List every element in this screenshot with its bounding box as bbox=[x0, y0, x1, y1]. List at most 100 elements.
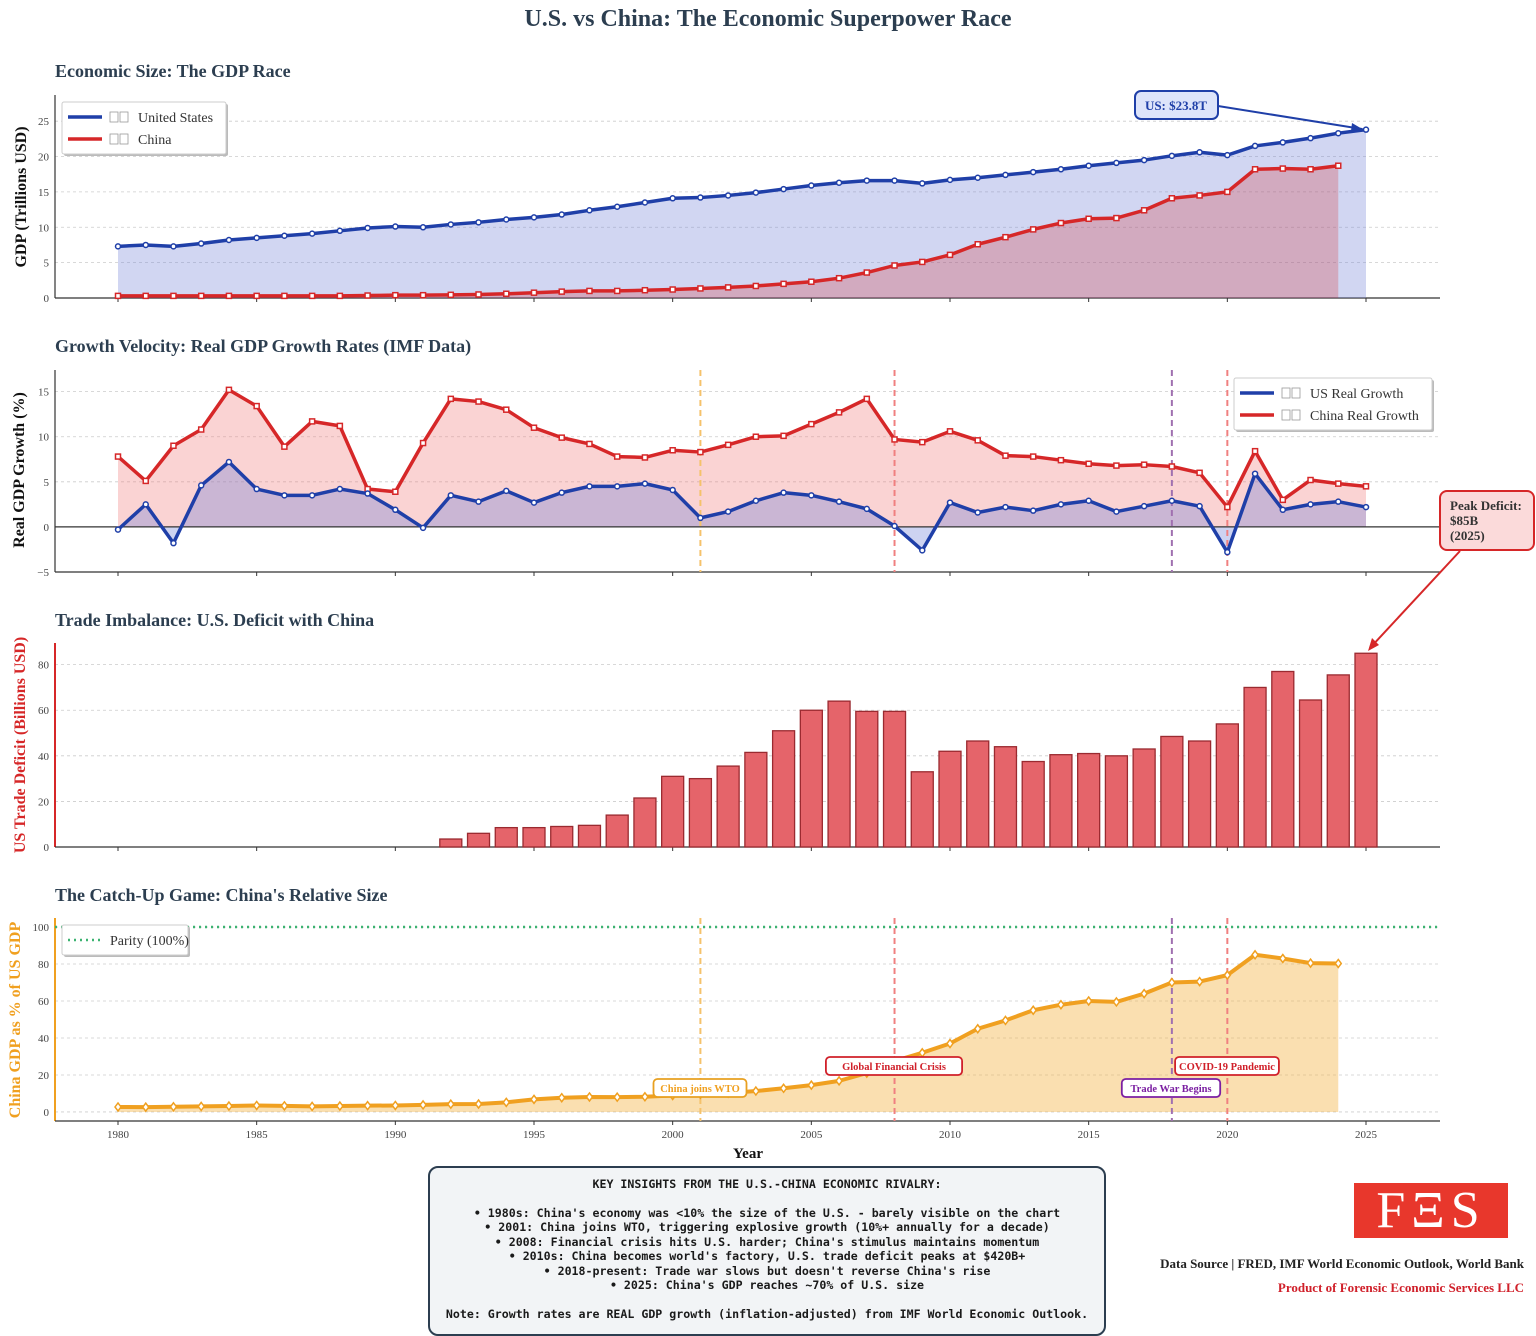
insight-bullet: • 2008: Financial crisis hits U.S. harde… bbox=[494, 1234, 1040, 1249]
data-point bbox=[835, 1075, 844, 1087]
y-tick-label: 5 bbox=[44, 258, 50, 270]
data-point bbox=[530, 214, 538, 221]
data-point bbox=[225, 292, 233, 300]
data-point bbox=[336, 485, 344, 493]
gdp-legend: United States China bbox=[61, 101, 228, 156]
data-point bbox=[669, 286, 676, 293]
key-insights-box: KEY INSIGHTS FROM THE U.S.-CHINA ECONOMI… bbox=[428, 1166, 1106, 1336]
data-point bbox=[1278, 953, 1287, 964]
event-label-box bbox=[825, 1056, 964, 1076]
data-point bbox=[808, 420, 815, 428]
data-point bbox=[170, 442, 177, 449]
data-point bbox=[1113, 508, 1120, 515]
data-point bbox=[447, 492, 455, 499]
data-point bbox=[224, 1100, 233, 1112]
data-point bbox=[751, 1085, 760, 1097]
deficit-bar bbox=[494, 826, 518, 848]
data-point bbox=[225, 236, 233, 244]
data-point bbox=[197, 292, 205, 300]
data-point bbox=[1113, 214, 1120, 222]
data-point bbox=[835, 498, 843, 505]
deficit-bar bbox=[1354, 652, 1378, 848]
data-point bbox=[336, 227, 344, 235]
data-point bbox=[1307, 501, 1314, 508]
peak-deficit-annotation: (2025) bbox=[1450, 528, 1485, 543]
data-point bbox=[835, 274, 843, 282]
data-point bbox=[1112, 996, 1121, 1008]
data-point bbox=[1002, 503, 1009, 511]
data-point bbox=[891, 262, 898, 269]
data-point bbox=[530, 424, 538, 431]
x-tick-label: 1980 bbox=[107, 1129, 130, 1141]
deficit-bar bbox=[633, 797, 657, 848]
data-point bbox=[641, 286, 649, 294]
data-point bbox=[142, 501, 149, 508]
legend-label: China bbox=[138, 133, 172, 148]
y-tick-label: 25 bbox=[38, 116, 50, 128]
data-point bbox=[558, 434, 565, 441]
data-point bbox=[1196, 192, 1203, 199]
data-point bbox=[170, 539, 177, 547]
data-point bbox=[558, 489, 565, 496]
y-tick-label: 60 bbox=[38, 705, 50, 717]
data-point bbox=[1029, 226, 1037, 233]
arrowhead-icon bbox=[1368, 638, 1379, 651]
data-point bbox=[114, 243, 122, 250]
data-point bbox=[919, 258, 926, 266]
data-point bbox=[946, 251, 954, 259]
data-point bbox=[308, 1101, 317, 1112]
data-point bbox=[530, 499, 538, 506]
data-point bbox=[1168, 152, 1176, 160]
arrowhead-icon bbox=[1351, 123, 1364, 131]
y-tick-label: 20 bbox=[38, 796, 50, 808]
data-point bbox=[114, 1101, 122, 1113]
data-point bbox=[835, 409, 843, 416]
data-point bbox=[1168, 497, 1176, 505]
data-point bbox=[891, 177, 898, 184]
annotation-arrow bbox=[1369, 550, 1461, 649]
x-tick-label: 1990 bbox=[384, 1129, 407, 1141]
deficit-bar bbox=[771, 730, 796, 848]
data-point bbox=[114, 292, 122, 300]
data-point bbox=[1113, 159, 1120, 167]
data-point bbox=[752, 282, 760, 290]
data-point bbox=[1224, 188, 1231, 196]
panel2-title: Growth Velocity: Real GDP Growth Rates (… bbox=[55, 336, 471, 357]
data-point bbox=[1362, 503, 1370, 511]
data-point bbox=[641, 454, 649, 461]
data-point bbox=[364, 490, 371, 497]
data-point bbox=[586, 440, 593, 448]
data-point bbox=[253, 485, 260, 493]
data-point bbox=[1002, 171, 1009, 179]
data-point bbox=[475, 398, 482, 405]
missing-glyph-icon bbox=[119, 111, 129, 123]
deficit-bar bbox=[1326, 674, 1350, 848]
data-point bbox=[641, 480, 649, 487]
data-point bbox=[1251, 447, 1259, 455]
parity-legend: Parity (100%) bbox=[61, 924, 190, 957]
deficit-bar bbox=[577, 824, 602, 848]
data-point bbox=[1140, 156, 1148, 164]
y-tick-label: 10 bbox=[38, 432, 50, 444]
x-tick-label: 2020 bbox=[1216, 1129, 1239, 1141]
x-tick-label: 2000 bbox=[662, 1129, 685, 1141]
data-point bbox=[447, 395, 455, 403]
data-point bbox=[946, 1038, 954, 1049]
data-point bbox=[780, 489, 787, 496]
data-point bbox=[613, 1091, 622, 1103]
deficit-bar bbox=[1021, 760, 1045, 848]
data-point bbox=[780, 432, 787, 440]
data-point bbox=[364, 292, 371, 299]
data-point bbox=[1140, 207, 1148, 214]
data-point bbox=[1085, 497, 1092, 505]
y-tick-label: 0 bbox=[44, 842, 50, 854]
panel3-ylabel: US Trade Deficit (Billions USD) bbox=[12, 637, 29, 853]
data-point bbox=[197, 240, 205, 247]
data-point bbox=[863, 505, 871, 513]
event-label: Trade War Begins bbox=[1130, 1084, 1211, 1095]
data-point bbox=[392, 291, 399, 299]
data-point bbox=[1140, 988, 1149, 999]
panel4-title: The Catch-Up Game: China's Relative Size bbox=[55, 885, 387, 905]
data-point bbox=[1335, 129, 1342, 137]
data-point bbox=[697, 285, 704, 292]
